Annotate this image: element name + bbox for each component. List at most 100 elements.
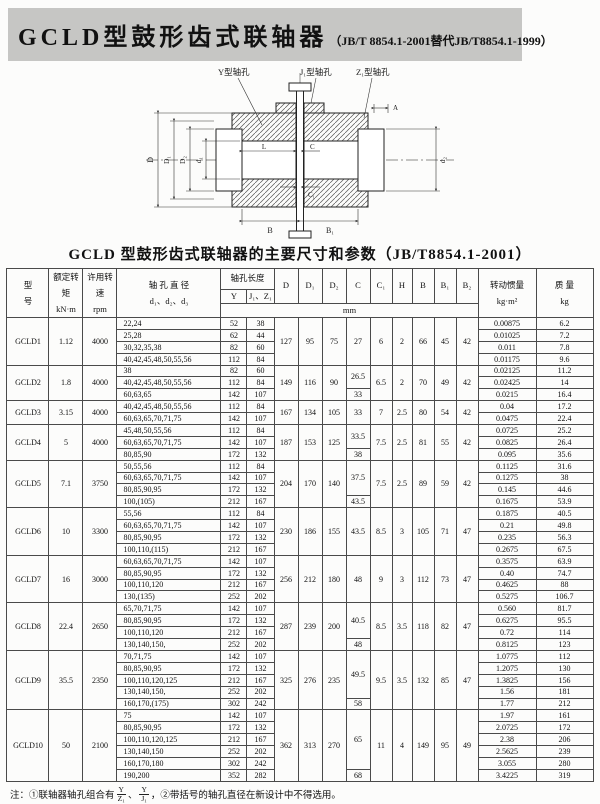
bore-diameters-cell: 100,110,(115) (116, 542, 222, 556)
dim-D1-cell: 239 (297, 602, 323, 651)
dim-D2-cell: 235 (321, 649, 347, 711)
dim-H-cell: 3 (391, 507, 413, 556)
length-y-cell: 142 (220, 709, 248, 723)
footnote: 注：①联轴器轴孔组合有 Y Z₁ 、 Y J₁ ，②带括号的轴孔直径在新设计中不… (10, 785, 600, 804)
dim-B2-cell: 47 (455, 649, 479, 711)
inertia-cell: 0.1125 (477, 459, 537, 473)
length-jz-cell: 107 (246, 709, 275, 723)
length-y-cell: 142 (220, 435, 248, 449)
length-jz-cell: 107 (246, 435, 275, 449)
length-jz-cell: 84 (246, 459, 275, 473)
inertia-cell: 0.00875 (477, 317, 537, 330)
bore-diameters-cell: 38 (116, 364, 222, 378)
table-title: GCLD 型鼓形齿式联轴器的主要尺寸和参数（JB/T8854.1-2001） (68, 247, 532, 263)
inertia-cell: 2.38 (477, 733, 537, 747)
speed-cell: 2350 (82, 649, 118, 711)
catalog-page: GCLD型鼓形齿式联轴器 （JB/T 8854.1-2001替代JB/T8854… (0, 8, 600, 804)
dim-D-cell: 127 (273, 317, 299, 366)
mass-cell: 38 (535, 471, 594, 485)
dim-D2-cell: 75 (321, 317, 347, 366)
dim-D1-cell: 212 (297, 554, 323, 604)
length-jz-cell: 60 (246, 340, 275, 354)
dim-B-cell: 66 (411, 317, 435, 366)
dim-D-cell: 287 (273, 602, 299, 651)
inertia-cell: 1.56 (477, 685, 537, 699)
inertia-cell: 0.5275 (477, 590, 537, 604)
dim-C-cell: 33.5 (345, 424, 371, 449)
length-jz-cell: 84 (246, 507, 275, 521)
dim-B2-cell: 42 (455, 400, 479, 426)
inertia-cell: 0.0215 (477, 388, 537, 402)
length-y-cell: 112 (220, 459, 248, 473)
spec-row: 100,(105) 212 167 43.5 0.1675 53.9 (7, 495, 594, 509)
inertia-cell: 0.2675 (477, 542, 537, 556)
spec-row: 60,63,65,70,71,75 142 107 0.1275 38 (7, 471, 594, 485)
mass-cell: 9.6 (535, 352, 594, 366)
mass-cell: 26.4 (535, 435, 594, 449)
spec-row: 130,140,150, 252 202 48 0.8125 123 (7, 638, 594, 651)
inertia-cell: 2.5625 (477, 745, 537, 758)
length-jz-cell: 167 (246, 733, 275, 747)
model-cell: GCLD8 (6, 602, 50, 651)
spec-row: 25,28 62 44 0.01025 7.2 (7, 328, 594, 342)
dim-B-cell: 112 (411, 554, 435, 604)
spec-row: 60,63,65 142 107 33 0.0215 16.4 (7, 388, 594, 402)
dim-C1-cell: 7.5 (369, 424, 393, 461)
dim-B2-cell: 42 (455, 317, 479, 366)
dim-B-cell: 81 (411, 424, 435, 461)
dim-B-cell: 132 (411, 649, 435, 711)
dim-B1-cell: 95 (433, 709, 457, 782)
col-header-inertia: 转动惯量 kg·m² (477, 268, 537, 318)
mass-cell: 14 (535, 376, 594, 390)
inertia-cell: 0.40 (477, 566, 537, 580)
mass-cell: 172 (535, 721, 594, 735)
mass-cell: 56.3 (535, 531, 594, 544)
dim-C-cell: 33 (345, 400, 371, 426)
bore-diameters-cell: 80,85,90,95 (116, 483, 222, 497)
speed-cell: 4000 (82, 424, 118, 461)
dim-d1-label: d₁ (194, 156, 203, 163)
speed-cell: 2100 (82, 709, 118, 782)
mass-cell: 7.8 (535, 340, 594, 354)
model-cell: GCLD10 (6, 709, 50, 782)
dim-B2-cell: 47 (455, 602, 479, 651)
dim-D1-cell: 276 (297, 649, 323, 711)
torque-cell: 5 (48, 424, 84, 461)
mass-cell: 35.6 (535, 447, 594, 461)
spec-row: 80,85,90,95 172 132 1.2075 130 (7, 661, 594, 675)
flange-top-left (275, 102, 297, 114)
col-header-B2: B₂ (455, 267, 479, 305)
bore-diameters-cell: 100,110,120 (116, 578, 222, 592)
inertia-cell: 0.01175 (477, 352, 537, 366)
length-y-cell: 142 (220, 412, 248, 426)
length-y-cell: 142 (220, 602, 248, 616)
dim-D1-cell: 116 (297, 364, 323, 402)
col-header-bore-diameter: 轴 孔 直 径 d₁、d₂、d₃ (116, 268, 222, 318)
bore-diameters-cell: 160,170,180 (116, 756, 222, 770)
hub-left (241, 140, 297, 180)
length-jz-cell: 107 (246, 471, 275, 485)
inertia-cell: 0.095 (477, 447, 537, 461)
bore-diameters-cell: 80,85,90,95 (116, 614, 222, 628)
mass-cell: 22.4 (535, 412, 594, 426)
dim-C-cell: 27 (345, 317, 371, 366)
length-y-cell: 142 (220, 388, 248, 402)
dim-C-label: C (310, 143, 315, 151)
dim-D1-cell: 186 (297, 507, 323, 556)
length-jz-cell: 107 (246, 649, 275, 663)
dim-D-cell: 204 (273, 459, 299, 509)
mass-cell: 212 (535, 697, 594, 711)
inertia-cell: 0.01025 (477, 328, 537, 342)
speed-cell: 4000 (82, 317, 118, 366)
dim-B1-cell: 55 (433, 424, 457, 461)
length-jz-cell: 282 (246, 768, 275, 782)
bore-diameters-cell: 60,63,65,70,71,75 (116, 435, 222, 449)
length-y-cell: 142 (220, 649, 248, 663)
dim-D1-cell: 95 (297, 317, 323, 366)
length-jz-cell: 132 (246, 721, 275, 735)
dim-B2-cell: 49 (455, 709, 479, 782)
mass-cell: 130 (535, 661, 594, 675)
length-y-cell: 112 (220, 507, 248, 521)
dim-B1-label: B₁ (326, 226, 334, 235)
bore-diameters-cell: 100,(105) (116, 495, 222, 509)
